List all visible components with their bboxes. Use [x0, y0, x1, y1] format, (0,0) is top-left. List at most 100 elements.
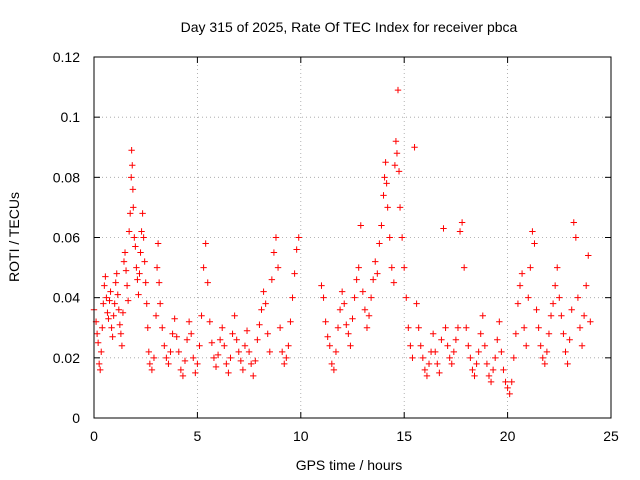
data-point: [196, 342, 203, 349]
data-point: [132, 243, 139, 250]
data-point: [460, 264, 468, 271]
data-point: [491, 354, 499, 362]
data-point: [396, 204, 404, 211]
data-point: [155, 279, 163, 286]
y-tick-label: 0.12: [53, 49, 80, 65]
data-point: [320, 294, 327, 301]
data-point: [254, 336, 261, 343]
data-point: [574, 294, 582, 301]
data-point: [219, 324, 226, 331]
data-point: [369, 276, 377, 283]
data-point: [568, 306, 575, 313]
data-point: [518, 270, 526, 277]
data-point: [194, 360, 201, 368]
data-point: [143, 300, 150, 307]
data-point: [109, 333, 116, 340]
data-point: [372, 258, 379, 265]
data-point: [210, 354, 218, 362]
data-point: [446, 354, 453, 362]
data-point: [169, 330, 176, 337]
data-point: [351, 294, 358, 301]
data-point: [336, 306, 344, 313]
data-point: [506, 390, 513, 398]
data-point: [124, 297, 132, 304]
data-point: [554, 264, 561, 271]
data-point: [328, 360, 336, 368]
data-point: [278, 348, 286, 356]
data-point: [110, 312, 117, 319]
data-point: [225, 369, 232, 377]
data-point: [529, 228, 536, 235]
data-point: [465, 342, 472, 349]
x-axis-label: GPS time / hours: [296, 457, 403, 473]
data-point: [270, 249, 278, 256]
data-point: [578, 342, 586, 349]
data-point: [291, 270, 298, 277]
data-point: [183, 336, 191, 343]
data-point: [322, 318, 329, 325]
data-point: [376, 240, 383, 247]
data-point: [367, 294, 375, 301]
data-point: [260, 288, 267, 295]
data-point: [417, 342, 424, 349]
data-point: [349, 315, 356, 322]
data-point: [101, 282, 108, 289]
data-point: [272, 234, 280, 241]
data-point: [527, 264, 534, 271]
data-point: [326, 342, 333, 349]
data-point: [454, 324, 462, 331]
data-point: [380, 192, 387, 199]
data-point: [361, 306, 369, 313]
data-point: [324, 333, 331, 340]
x-tick-label: 20: [500, 428, 516, 444]
data-point: [114, 291, 121, 298]
data-point: [419, 354, 427, 362]
data-point: [177, 366, 185, 374]
data-point: [93, 330, 101, 337]
data-point: [330, 366, 338, 374]
data-point: [285, 342, 292, 349]
data-point: [407, 342, 414, 349]
data-point: [531, 240, 538, 247]
data-point: [541, 360, 549, 368]
data-point: [173, 333, 180, 340]
data-point: [134, 276, 141, 283]
data-points: [90, 86, 594, 398]
data-point: [502, 378, 509, 386]
data-point: [332, 348, 340, 356]
data-point: [179, 372, 187, 380]
data-point: [444, 342, 451, 349]
data-point: [100, 300, 107, 307]
data-point: [95, 360, 103, 368]
y-tick-label: 0: [72, 410, 80, 426]
data-point: [343, 321, 350, 328]
data-point: [359, 288, 367, 295]
x-tick-label: 25: [603, 428, 619, 444]
data-point: [113, 270, 120, 277]
data-point: [142, 279, 149, 286]
data-point: [537, 342, 544, 349]
data-point: [241, 342, 249, 349]
data-point: [392, 138, 400, 145]
data-point: [572, 234, 580, 241]
x-tick-label: 15: [396, 428, 412, 444]
data-point: [483, 360, 491, 368]
data-point: [119, 309, 127, 316]
data-point: [115, 306, 123, 313]
data-point: [161, 342, 168, 349]
data-point: [216, 336, 224, 343]
data-point: [122, 267, 130, 274]
data-point: [481, 342, 489, 349]
data-point: [432, 348, 439, 356]
data-point: [390, 279, 398, 286]
data-point: [103, 294, 110, 301]
x-tick-label: 0: [90, 428, 98, 444]
data-point: [137, 249, 144, 256]
data-point: [425, 360, 433, 368]
data-point: [405, 324, 412, 331]
data-point: [576, 324, 584, 331]
data-point: [126, 210, 134, 217]
data-point: [415, 324, 422, 331]
data-point: [223, 360, 230, 368]
data-point: [383, 180, 390, 187]
